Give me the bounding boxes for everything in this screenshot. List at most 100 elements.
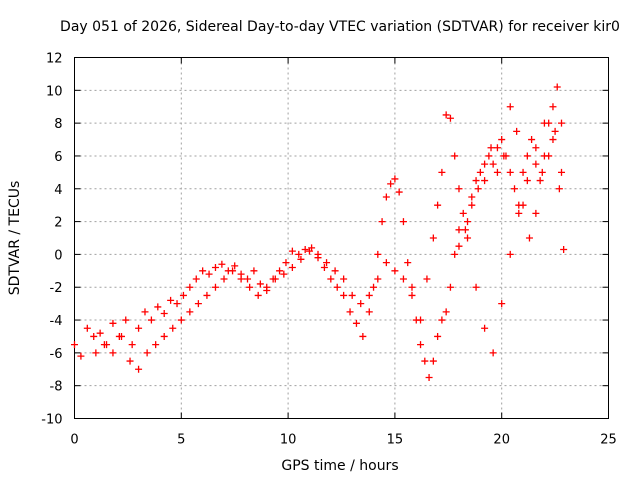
y-axis-title: SDTVAR / TECUs: [7, 181, 23, 296]
y-tick-label: 6: [54, 150, 62, 165]
y-tick-label: -4: [50, 314, 63, 329]
data-point: [395, 188, 403, 196]
data-point: [523, 177, 531, 185]
data-point: [218, 260, 226, 268]
data-point: [558, 119, 566, 127]
data-point: [340, 275, 348, 283]
data-point: [301, 245, 309, 253]
data-point: [464, 234, 472, 242]
data-point: [532, 144, 540, 152]
chart-title: Day 051 of 2026, Sidereal Day-to-day VTE…: [60, 19, 620, 35]
data-point: [455, 242, 463, 250]
data-point: [211, 264, 219, 272]
data-point: [246, 283, 254, 291]
data-point: [109, 349, 117, 357]
data-point: [382, 193, 390, 201]
data-point: [555, 185, 563, 193]
y-tick-label: 12: [46, 52, 63, 67]
data-point: [211, 283, 219, 291]
data-point: [493, 144, 501, 152]
data-point: [374, 250, 382, 258]
data-point: [438, 168, 446, 176]
data-point: [404, 259, 412, 267]
x-tick-label: 5: [177, 433, 185, 448]
x-tick-label: 0: [70, 433, 78, 448]
plot-frame: [74, 57, 609, 419]
data-point: [250, 267, 258, 275]
data-point: [446, 283, 454, 291]
data-point: [256, 280, 264, 288]
data-point: [147, 316, 155, 324]
data-point: [365, 308, 373, 316]
data-point: [451, 152, 459, 160]
data-point: [468, 201, 476, 209]
data-point: [442, 308, 450, 316]
data-point: [382, 259, 390, 267]
data-point: [468, 193, 476, 201]
data-point: [374, 275, 382, 283]
data-point: [523, 152, 531, 160]
data-point: [271, 275, 279, 283]
data-point: [528, 136, 536, 144]
data-point: [455, 226, 463, 234]
data-point: [194, 300, 202, 308]
data-point: [122, 316, 130, 324]
grid: [74, 57, 609, 419]
y-tick-label: 0: [54, 248, 62, 263]
data-point: [438, 316, 446, 324]
data-point: [186, 308, 194, 316]
data-point: [254, 291, 262, 299]
data-point: [199, 267, 207, 275]
data-point: [160, 332, 168, 340]
x-tick-label: 10: [280, 433, 297, 448]
data-point: [92, 349, 100, 357]
data-point: [549, 136, 557, 144]
data-point: [96, 329, 104, 337]
data-point: [417, 341, 425, 349]
data-point: [282, 259, 290, 267]
data-point: [280, 270, 288, 278]
data-point: [333, 283, 341, 291]
data-point: [365, 291, 373, 299]
data-point: [493, 168, 501, 176]
series-track-secondary: [92, 111, 566, 373]
data-point: [429, 357, 437, 365]
data-point: [464, 218, 472, 226]
data-point: [553, 83, 561, 91]
data-point: [387, 180, 395, 188]
y-tick-label: -8: [50, 380, 63, 395]
data-point: [408, 291, 416, 299]
data-point: [143, 349, 151, 357]
data-point: [481, 177, 489, 185]
axis-ticks: 0 5 10 15 20 25 -10 -8 -6 -4 -2 0 2 4 6 8 10 12: [41, 52, 617, 448]
data-point: [446, 114, 454, 122]
data-point: [100, 341, 108, 349]
y-tick-label: -2: [50, 281, 63, 296]
data-point: [489, 349, 497, 357]
data-point: [399, 275, 407, 283]
data-point: [391, 175, 399, 183]
y-tick-label: -6: [50, 347, 63, 362]
data-point: [126, 357, 134, 365]
data-point: [511, 185, 519, 193]
data-point: [90, 332, 98, 340]
data-point: [276, 267, 284, 275]
data-point: [128, 341, 136, 349]
series-track-main: [71, 83, 566, 381]
data-point: [167, 296, 175, 304]
data-point: [481, 160, 489, 168]
data-point: [327, 275, 335, 283]
data-point: [425, 373, 433, 381]
data-point: [434, 201, 442, 209]
data-point: [331, 267, 339, 275]
x-tick-label: 15: [387, 433, 404, 448]
y-tick-label: -10: [41, 413, 62, 428]
data-point: [551, 127, 559, 135]
data-point: [263, 283, 271, 291]
data-point: [451, 250, 459, 258]
data-point: [352, 319, 360, 327]
data-point: [532, 209, 540, 217]
data-point: [340, 291, 348, 299]
data-point: [152, 341, 160, 349]
data-point: [408, 283, 416, 291]
